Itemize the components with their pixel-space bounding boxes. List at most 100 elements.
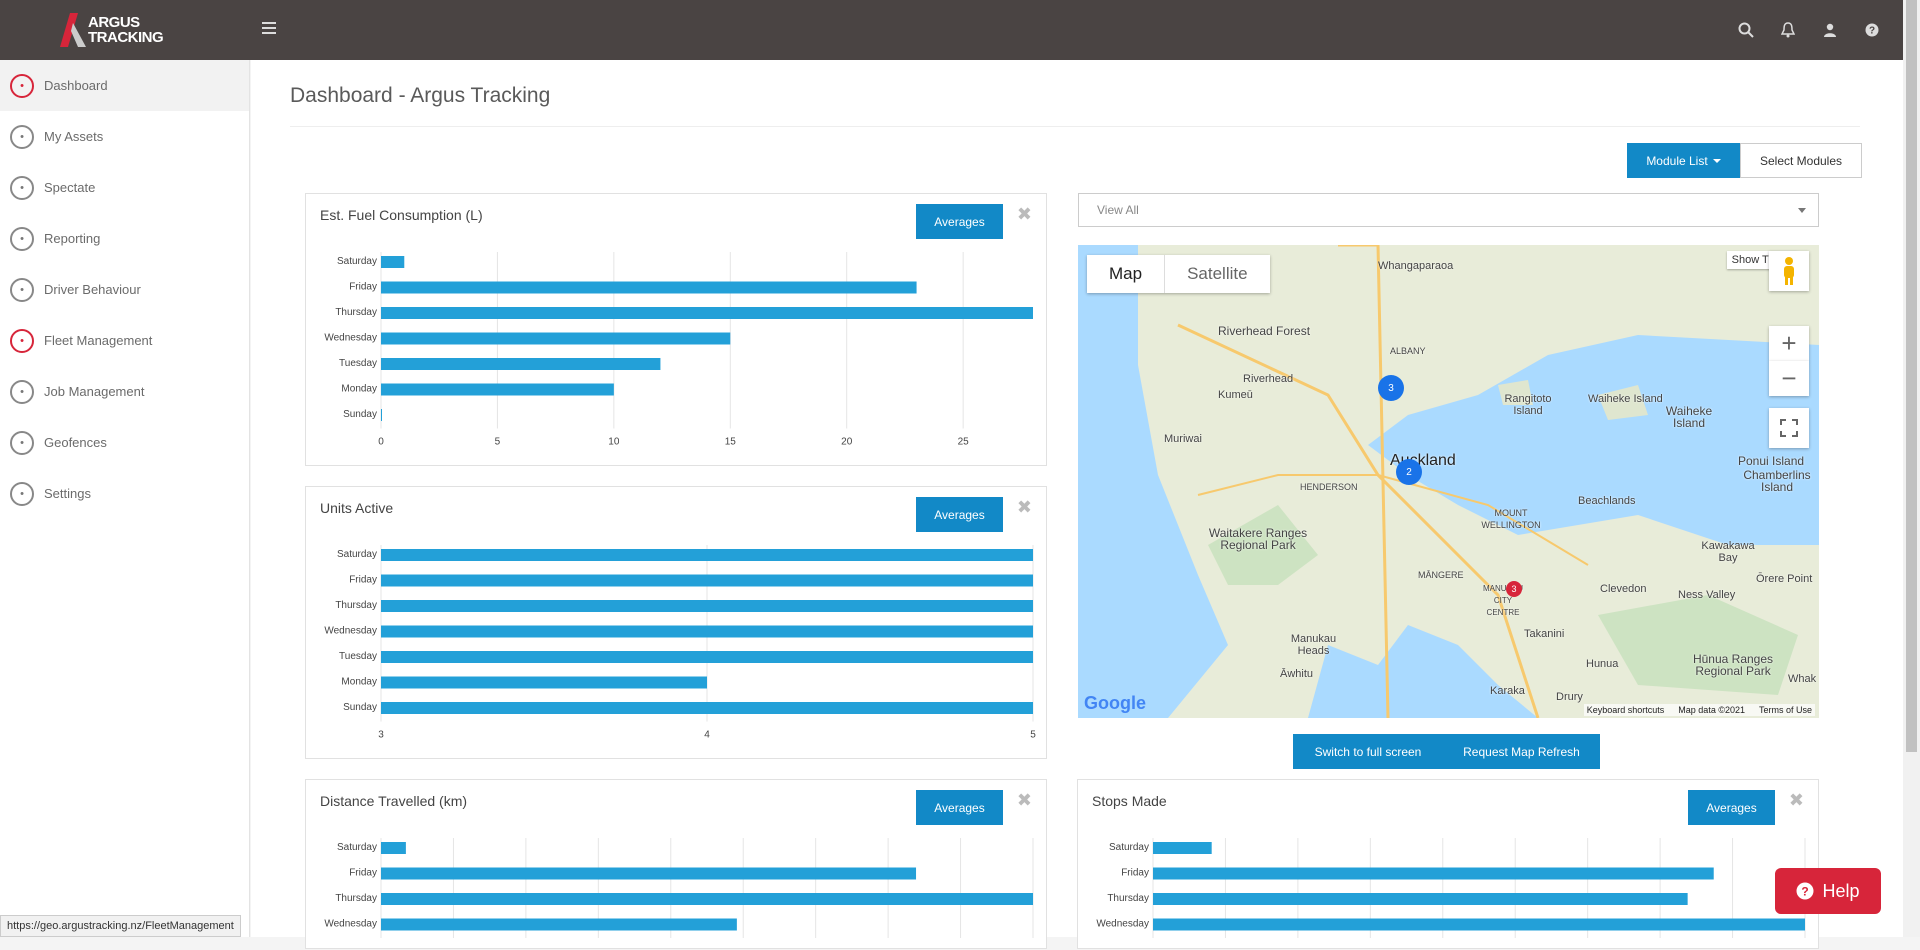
map-land — [1138, 245, 1819, 718]
caret-down-icon — [1712, 158, 1721, 163]
map-label: Manukau Heads — [1290, 633, 1337, 657]
map-label: Clevedon — [1600, 583, 1647, 595]
alert-marker[interactable]: 3 — [1506, 581, 1522, 597]
tick-label: 0 — [378, 437, 384, 448]
tick-label: 10 — [608, 437, 620, 448]
sidebar-item-label: Geofences — [44, 435, 107, 450]
sidebar-item-label: Dashboard — [44, 78, 108, 93]
map-label: Āwhitu — [1280, 668, 1314, 680]
category-label: Thursday — [335, 600, 377, 611]
vehicle-cluster-marker[interactable]: 3 — [1378, 375, 1404, 401]
close-icon[interactable]: ✖ — [1016, 497, 1032, 517]
sidebar-item-driver-behaviour[interactable]: • Driver Behaviour — [0, 264, 249, 315]
tick-label: 25 — [958, 437, 970, 448]
averages-button[interactable]: Averages — [916, 790, 1003, 825]
switch-fullscreen-button[interactable]: Switch to full screen — [1293, 734, 1443, 769]
stops-chart: Saturday Friday Thursday Wednesday — [1096, 838, 1806, 938]
map-view[interactable]: Map Satellite Show Traffic + − Whangapar… — [1078, 245, 1819, 718]
map-label: Takanini — [1524, 628, 1565, 640]
sidebar-item-fleet-management[interactable]: • Fleet Management — [0, 315, 249, 366]
units-active-panel: Units Active Averages ✖ Saturday Friday Th… — [305, 486, 1047, 759]
bar — [381, 600, 1033, 612]
module-list-button[interactable]: Module List — [1627, 143, 1740, 178]
zoom-out-button[interactable]: − — [1769, 361, 1809, 396]
averages-button[interactable]: Averages — [916, 497, 1003, 532]
help-button[interactable]: ? Help — [1775, 868, 1881, 914]
bar — [381, 549, 1033, 561]
category-label: Monday — [341, 384, 377, 395]
category-label: Saturday — [337, 842, 377, 853]
sidebar-item-spectate[interactable]: • Spectate — [0, 162, 249, 213]
map-label: MANUKAU CITY CENTRE — [1482, 584, 1523, 617]
tick-label: 4 — [704, 730, 710, 741]
zoom-in-button[interactable]: + — [1769, 326, 1809, 361]
tick-label: 5 — [1030, 730, 1036, 741]
bar — [381, 702, 1033, 714]
street-view-pegman-icon[interactable] — [1769, 251, 1809, 291]
sidebar-item-label: Job Management — [44, 384, 145, 399]
category-label: Wednesday — [1096, 919, 1149, 930]
driver-pin-icon: • — [10, 277, 34, 302]
category-label: Friday — [349, 868, 377, 879]
car-icon: • — [10, 328, 34, 353]
scrollbar-thumb[interactable] — [1906, 0, 1917, 752]
map-label: Rangitoto Island — [1504, 393, 1552, 417]
geofence-icon: • — [10, 430, 34, 455]
user-icon[interactable] — [1819, 19, 1841, 41]
vehicle-cluster-marker[interactable]: 2 — [1396, 459, 1422, 485]
map-label: Ness Valley — [1678, 589, 1736, 601]
fullscreen-icon[interactable] — [1769, 408, 1809, 448]
sidebar-item-label: Driver Behaviour — [44, 282, 141, 297]
satellite-tab[interactable]: Satellite — [1187, 264, 1248, 283]
category-label: Sunday — [343, 409, 377, 420]
search-icon[interactable] — [1735, 19, 1757, 41]
sidebar-item-settings[interactable]: • Settings — [0, 468, 249, 519]
averages-button[interactable]: Averages — [1688, 790, 1775, 825]
map-label: MĀNGERE — [1418, 570, 1464, 580]
panel-title: Est. Fuel Consumption (L) — [320, 207, 483, 223]
sidebar-item-geofences[interactable]: • Geofences — [0, 417, 249, 468]
map-label: Riverhead Forest — [1218, 324, 1311, 338]
map-label: Ōrere Point — [1756, 573, 1813, 585]
panel-title: Distance Travelled (km) — [320, 793, 468, 809]
map-label: Karaka — [1490, 685, 1525, 697]
bar — [381, 893, 1033, 905]
panel-title: Units Active — [320, 500, 394, 516]
close-icon[interactable]: ✖ — [1016, 204, 1032, 224]
select-modules-button[interactable]: Select Modules — [1740, 143, 1862, 178]
terms-of-use-link[interactable]: Terms of Use — [1758, 705, 1812, 715]
request-map-refresh-button[interactable]: Request Map Refresh — [1443, 734, 1600, 769]
map-tab[interactable]: Map — [1087, 255, 1166, 293]
map-label: Kumeū — [1218, 389, 1253, 401]
menu-toggle-icon[interactable] — [262, 22, 276, 34]
sidebar-item-label: Fleet Management — [44, 333, 153, 348]
map-label: Hūnua Ranges Regional Park — [1692, 652, 1774, 678]
category-label: Thursday — [335, 307, 377, 318]
map-pin-icon: • — [10, 175, 34, 200]
sidebar-item-my-assets[interactable]: • My Assets — [0, 111, 249, 162]
averages-button[interactable]: Averages — [916, 204, 1003, 239]
map-type-tabs: Map Satellite — [1087, 255, 1270, 293]
close-icon[interactable]: ✖ — [1016, 790, 1032, 810]
top-navbar: ARGUS TRACKING ? — [0, 0, 1903, 60]
sidebar-item-job-management[interactable]: • Job Management — [0, 366, 249, 417]
bar — [381, 918, 737, 931]
distance-travelled-panel: Distance Travelled (km) Averages ✖ Satur… — [305, 779, 1047, 949]
vehicle-filter-select[interactable]: View All — [1078, 193, 1819, 227]
help-circle-icon[interactable]: ? — [1861, 19, 1883, 41]
bar — [381, 651, 1033, 663]
bar — [381, 867, 917, 880]
distance-chart: Saturday Friday Thursday Wednesday — [324, 838, 1034, 938]
bell-icon[interactable] — [1777, 19, 1799, 41]
sidebar-item-reporting[interactable]: • Reporting — [0, 213, 249, 264]
sidebar-item-dashboard[interactable]: • Dashboard — [0, 60, 249, 111]
close-icon[interactable]: ✖ — [1788, 790, 1804, 810]
keyboard-shortcuts-link[interactable]: Keyboard shortcuts — [1586, 705, 1665, 715]
category-label: Friday — [349, 575, 377, 586]
category-label: Saturday — [337, 549, 377, 560]
map-label: Beachlands — [1578, 495, 1636, 507]
category-label: Saturday — [337, 256, 377, 267]
help-circle-icon: ? — [1796, 882, 1814, 900]
bar — [381, 256, 405, 268]
argus-logo[interactable]: ARGUS TRACKING — [60, 13, 164, 47]
